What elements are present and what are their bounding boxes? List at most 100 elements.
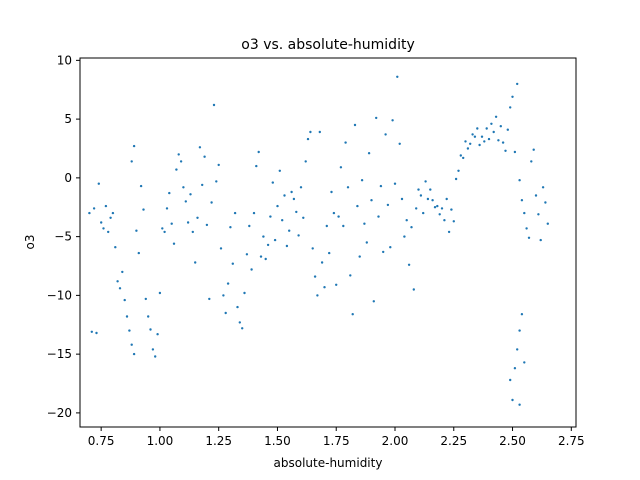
y-tick-label: 10 [57,53,72,67]
data-point [130,343,133,346]
data-point [252,211,256,215]
y-tick-label: −15 [47,347,72,361]
data-points [88,75,549,406]
data-point [511,95,514,99]
data-point [452,220,455,223]
data-point [436,204,439,208]
data-point [490,122,493,126]
data-point [241,327,244,330]
data-point [516,348,519,351]
y-tick-label: 0 [64,171,72,185]
data-point [332,211,336,215]
data-point [443,219,446,222]
data-point [480,135,484,138]
data-point [102,227,105,230]
data-point [492,130,495,134]
data-point [151,348,155,351]
data-point [163,230,166,234]
data-point [328,251,331,255]
data-point [516,82,519,86]
data-point [257,150,260,154]
data-point [426,197,430,201]
data-point [520,199,524,202]
data-point [375,116,378,120]
data-point [266,243,270,247]
data-point [154,355,157,358]
y-tick-label: −5 [54,230,72,244]
data-point [513,367,517,370]
data-point [309,130,312,134]
data-point [288,229,291,232]
data-point [292,197,296,201]
data-point [295,210,298,214]
data-point [90,330,94,333]
x-tick-label: 1.00 [147,434,174,448]
data-point [509,378,512,382]
data-point [523,361,526,364]
data-point [121,270,124,274]
data-point [419,194,423,197]
data-point [544,201,547,204]
data-point [109,216,112,219]
y-tick-label: −20 [47,406,72,420]
data-point [243,291,246,295]
data-point [422,211,425,215]
data-point [377,215,380,218]
data-point [518,179,521,182]
data-point [330,190,333,194]
data-point [269,215,272,218]
data-point [342,224,345,228]
data-point [123,298,126,302]
data-point [299,186,303,189]
data-point [149,328,152,331]
x-tick-label: 2.50 [499,434,526,448]
data-point [391,119,394,122]
data-point [100,221,103,224]
data-point [407,263,411,266]
data-point [478,143,481,147]
data-point [161,227,164,230]
data-point [262,235,265,238]
data-point [147,315,150,318]
data-point [389,246,392,249]
data-point [144,297,147,301]
data-point [250,268,253,271]
data-point [363,222,366,225]
data-point [393,182,397,185]
data-point [186,221,190,224]
data-point [135,229,138,232]
data-point [454,177,458,181]
data-point [189,193,192,196]
data-point [107,230,110,234]
y-tick-label: −10 [47,288,72,302]
data-point [379,184,383,188]
data-point [194,261,197,264]
data-point [513,150,517,154]
data-point [504,149,507,152]
data-point [518,403,521,406]
data-point [450,208,453,211]
data-point [137,251,140,255]
data-point [506,128,509,131]
data-point [351,313,354,316]
y-axis-label: o3 [23,235,37,250]
data-point [198,146,202,149]
data-point [264,257,267,261]
data-point [203,155,206,158]
data-point [281,219,284,222]
data-point [438,213,441,216]
data-point [304,160,307,163]
data-point [499,125,502,128]
data-point [372,300,375,303]
data-point [217,163,220,167]
data-point [539,238,542,242]
x-tick-label: 2.00 [382,434,409,448]
data-point [459,154,462,157]
data-point [208,297,211,301]
data-point [520,313,524,316]
data-point [111,211,115,215]
x-axis-ticks: 0.75 1.00 1.25 1.50 1.75 2.00 2.25 2.50 2.75 [88,427,585,448]
data-point [487,137,491,141]
data-point [501,141,505,144]
